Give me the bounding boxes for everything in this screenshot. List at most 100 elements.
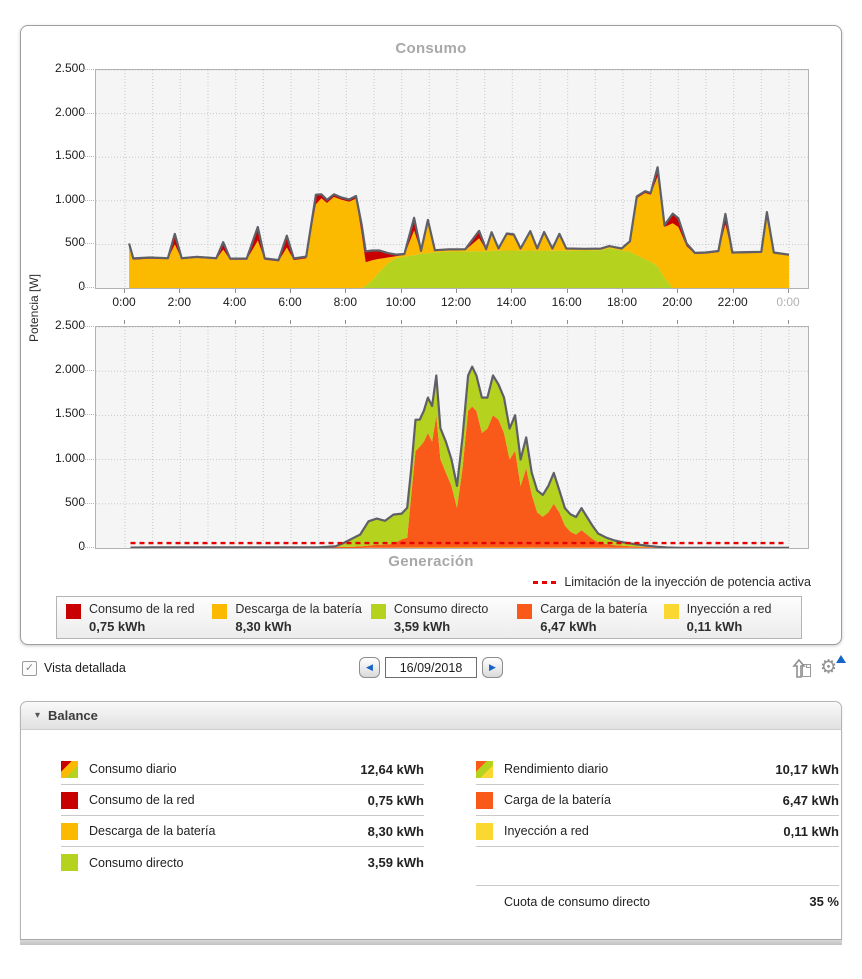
balance-color-swatch xyxy=(61,854,78,871)
legend-item-value: 8,30 kWh xyxy=(235,619,292,634)
x-axis-tick-label: 22:00 xyxy=(717,295,748,309)
x-axis-tickmark xyxy=(622,320,623,324)
settings-dropdown-arrow-icon xyxy=(836,655,846,663)
y-axis-tick-label: 500 xyxy=(64,235,85,250)
balance-generation-column: Rendimiento diario 10,17 kWh Carga de la b… xyxy=(476,754,839,917)
generation-chart-svg xyxy=(96,327,808,548)
x-axis-tickmark xyxy=(345,320,347,324)
date-navigation: ◀ ▶ xyxy=(0,657,862,678)
consumption-chart-title: Consumo xyxy=(395,40,467,57)
legend-item: Consumo de la red 0,75 kWh xyxy=(57,597,203,638)
quota-label: Cuota de consumo directo xyxy=(504,894,650,909)
balance-header[interactable]: ▾ Balance xyxy=(21,702,841,730)
y-axis-tick-leader xyxy=(81,156,94,158)
balance-row-value: 10,17 kWh xyxy=(775,761,839,777)
energy-chart-panel: Consumo Potencia [W] Generación Limitaci… xyxy=(20,25,842,645)
generation-chart-plot xyxy=(95,326,809,549)
legend-item: Descarga de la batería 8,30 kWh xyxy=(203,597,362,638)
y-axis-tick-leader xyxy=(81,287,94,288)
y-axis-tick-leader xyxy=(81,326,94,327)
balance-row: Descarga de la batería 8,30 kWh xyxy=(61,816,424,847)
y-axis-tick-label: 500 xyxy=(64,494,85,509)
x-axis-tickmark xyxy=(566,289,568,293)
legend-item: Consumo directo 3,59 kWh xyxy=(362,597,508,638)
x-axis-tick-label: 4:00 xyxy=(222,295,247,309)
y-axis-tick-leader xyxy=(81,199,94,201)
y-axis-tick-label: 1.000 xyxy=(54,191,85,206)
x-axis-tick-label: 20:00 xyxy=(662,295,693,309)
x-axis-tick-label: 0:00 xyxy=(776,295,800,309)
balance-panel: ▾ Balance Consumo diario 12,64 kWh Consumo… xyxy=(20,701,842,939)
balance-row-label: Rendimiento diario xyxy=(504,762,609,776)
balance-color-swatch xyxy=(476,760,493,778)
legend-item-label: Carga de la batería xyxy=(540,602,648,616)
x-axis-tickmark xyxy=(788,289,789,293)
legend-texts: Consumo de la red 0,75 kWh xyxy=(89,602,195,638)
balance-row: Rendimiento diario 10,17 kWh xyxy=(476,754,839,785)
generation-chart-title: Generación xyxy=(388,553,474,570)
balance-row-label: Carga de la batería xyxy=(504,793,612,807)
x-axis-tick-label: 16:00 xyxy=(551,295,582,309)
balance-row-label: Consumo diario xyxy=(89,762,177,776)
legend-item-label: Consumo directo xyxy=(393,602,489,616)
publish-report-icon[interactable] xyxy=(792,657,812,679)
consumption-chart-svg xyxy=(96,70,808,288)
x-axis-tickmark xyxy=(290,320,291,324)
x-axis-tickmark xyxy=(400,289,402,293)
x-axis-tick-label: 14:00 xyxy=(496,295,527,309)
direct-consumption-quota-row: Cuota de consumo directo 35 % xyxy=(476,886,839,917)
y-axis-tick-label: 1.000 xyxy=(54,450,85,465)
x-axis-tickmark xyxy=(400,320,402,324)
balance-row-value: 0,11 kWh xyxy=(783,823,839,839)
next-day-button[interactable]: ▶ xyxy=(482,657,503,678)
x-axis-tickmark xyxy=(456,320,457,324)
y-axis-tick-leader xyxy=(81,370,94,372)
y-axis-tick-label: 2.500 xyxy=(54,61,85,75)
x-axis-tick-label: 0:00 xyxy=(112,295,136,309)
balance-row-label: Consumo directo xyxy=(89,855,184,870)
x-axis-tickmark xyxy=(124,289,125,293)
x-axis-tickmark xyxy=(511,289,513,293)
y-axis-tick-label: 1.500 xyxy=(54,406,85,421)
balance-row-label: Inyección a red xyxy=(504,824,589,838)
x-axis-tickmark xyxy=(511,320,513,324)
legend-color-swatch xyxy=(517,604,533,619)
x-axis-tickmark xyxy=(732,289,734,293)
balance-row: Consumo diario 12,64 kWh xyxy=(61,754,424,785)
x-axis-tickmark xyxy=(345,289,347,293)
legend-item-label: Consumo de la red xyxy=(89,602,195,616)
x-axis-tick-label: 18:00 xyxy=(606,295,638,309)
balance-row-value: 3,59 kWh xyxy=(367,855,424,870)
x-axis-tick-label: 10:00 xyxy=(385,295,416,309)
y-axis-tick-leader xyxy=(81,112,94,114)
x-axis-tickmark xyxy=(179,320,181,324)
balance-consumption-column: Consumo diario 12,64 kWh Consumo de la red… xyxy=(61,754,424,878)
previous-day-button[interactable]: ◀ xyxy=(359,657,380,678)
quota-value: 35 % xyxy=(809,894,839,909)
balance-row-value: 8,30 kWh xyxy=(367,823,424,839)
legend-texts: Descarga de la batería 8,30 kWh xyxy=(235,602,361,638)
date-input[interactable] xyxy=(385,657,477,678)
red-dashed-line-icon xyxy=(533,580,558,584)
balance-row: Consumo de la red 0,75 kWh xyxy=(61,785,424,816)
x-axis-tickmark xyxy=(788,320,789,324)
settings-gear-icon[interactable]: ⚙ xyxy=(820,655,846,680)
y-axis-tick-label: 0 xyxy=(78,539,85,553)
controls-row: ✓ Vista detallada ◀ ▶ ⚙ xyxy=(0,652,862,692)
toolbar-icons: ⚙ xyxy=(792,655,846,680)
limit-line-legend-label: Limitación de la inyección de potencia a… xyxy=(564,575,811,589)
x-axis-tickmark xyxy=(677,289,679,293)
balance-title: Balance xyxy=(48,708,98,723)
x-axis-tickmark xyxy=(566,320,568,324)
x-axis-tickmark xyxy=(677,320,679,324)
legend-item-value: 0,11 kWh xyxy=(686,619,743,634)
y-axis-tick-label: 1.500 xyxy=(54,148,85,163)
x-axis-tickmark xyxy=(179,289,181,293)
legend-texts: Carga de la batería 6,47 kWh xyxy=(540,602,647,638)
y-axis-tick-label: 2.000 xyxy=(54,362,85,377)
detail-view-checkbox[interactable]: ✓ xyxy=(22,661,37,676)
y-axis-tick-leader xyxy=(81,69,94,70)
balance-spacer xyxy=(476,847,839,886)
balance-color-swatch xyxy=(61,760,78,778)
balance-row-value: 6,47 kWh xyxy=(782,792,839,808)
